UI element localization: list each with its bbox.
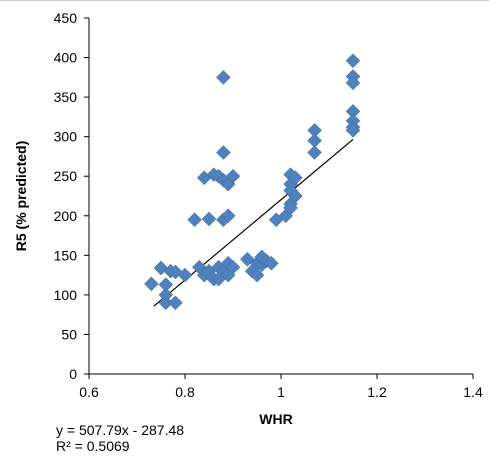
y-tick-label: 0 [69, 366, 77, 382]
y-tick-label: 450 [54, 10, 78, 26]
r-squared-label: R² = 0.5069 [56, 438, 130, 454]
data-point [216, 145, 231, 160]
data-point [187, 212, 202, 228]
regression-equation: y = 507.79x - 287.48 [56, 422, 185, 438]
y-tick-label: 200 [54, 208, 78, 224]
data-point [345, 53, 361, 69]
data-point [345, 122, 361, 138]
data-point [177, 267, 193, 283]
y-tick-label: 300 [54, 129, 78, 145]
y-tick-label: 350 [54, 89, 78, 105]
y-axis-title: R5 (% predicted) [13, 141, 29, 251]
y-tick-label: 250 [54, 168, 78, 184]
data-point [288, 188, 303, 204]
x-axis-title: WHR [259, 411, 292, 427]
data-point [225, 259, 241, 275]
x-tick-label: 0.6 [79, 384, 99, 400]
data-point [288, 170, 303, 186]
data-point [144, 276, 159, 292]
data-point [168, 295, 183, 311]
data-point [307, 145, 322, 160]
data-point [264, 255, 279, 271]
x-tick-label: 1 [277, 384, 285, 400]
data-point [249, 267, 265, 283]
top-border [0, 0, 489, 1]
data-point [283, 200, 298, 216]
data-point [225, 168, 241, 184]
y-tick-label: 100 [54, 287, 78, 303]
data-point [201, 211, 217, 227]
y-tick-label: 150 [54, 247, 78, 263]
data-point [220, 208, 236, 224]
data-point [216, 69, 231, 85]
y-tick-label: 50 [61, 326, 77, 342]
x-tick-label: 0.8 [175, 384, 195, 400]
x-tick-label: 1.4 [463, 384, 483, 400]
y-tick-label: 400 [54, 50, 78, 66]
trendline [153, 138, 354, 307]
data-point [345, 75, 361, 91]
x-tick-label: 1.2 [367, 384, 387, 400]
